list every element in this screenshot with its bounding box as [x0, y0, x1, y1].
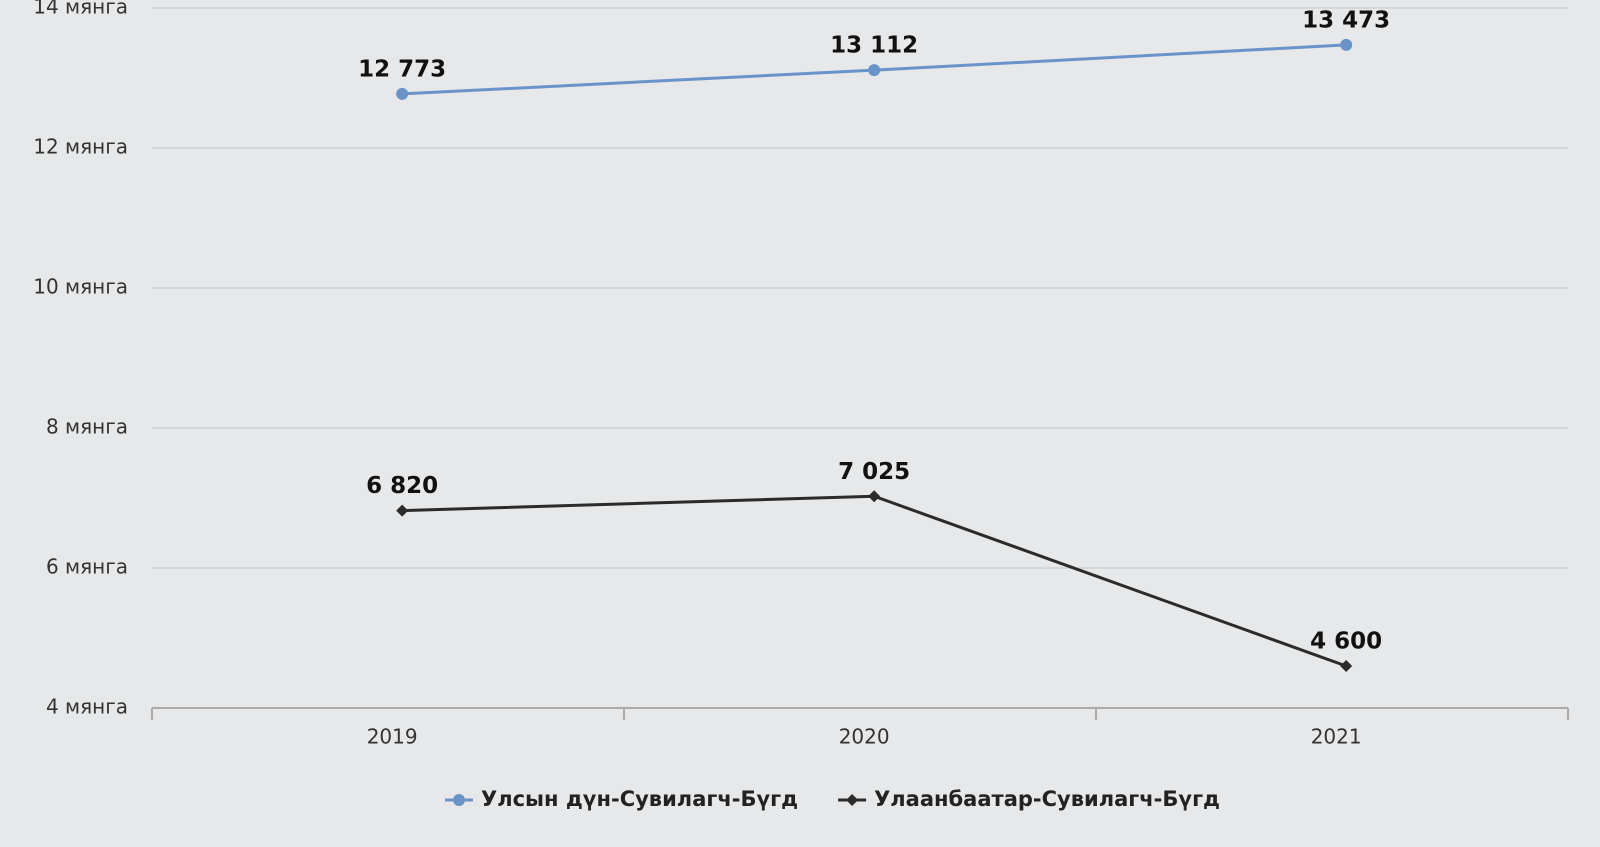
point — [868, 64, 881, 77]
x-tick-label: 2020 — [839, 725, 890, 749]
legend-label: Улаанбаатар-Сувилагч-Бүгд — [874, 787, 1220, 811]
point — [453, 794, 465, 806]
x-tick-label: 2021 — [1311, 725, 1362, 749]
series-line — [402, 494, 1347, 668]
value-label: 4 600 — [1310, 629, 1382, 655]
point — [396, 87, 409, 100]
point — [1340, 38, 1353, 51]
y-tick-label: 10 мянга — [33, 275, 128, 299]
point — [1340, 660, 1353, 672]
y-tick-label: 4 мянга — [46, 695, 128, 719]
x-tick-label: 2019 — [367, 725, 418, 749]
point — [846, 794, 859, 806]
value-label: 13 473 — [1302, 7, 1390, 33]
value-label: 6 820 — [366, 473, 438, 499]
y-tick-label: 8 мянга — [46, 415, 128, 439]
value-label: 13 112 — [830, 33, 918, 59]
legend-label: Улсын дүн-Сувилагч-Бүгд — [481, 787, 798, 811]
value-label: 12 773 — [358, 56, 446, 82]
point — [396, 504, 409, 517]
y-tick-label: 14 мянга — [33, 0, 128, 19]
point — [868, 490, 881, 503]
value-label: 7 025 — [838, 459, 910, 485]
y-tick-label: 6 мянга — [46, 555, 128, 579]
y-tick-label: 12 мянга — [33, 135, 128, 159]
